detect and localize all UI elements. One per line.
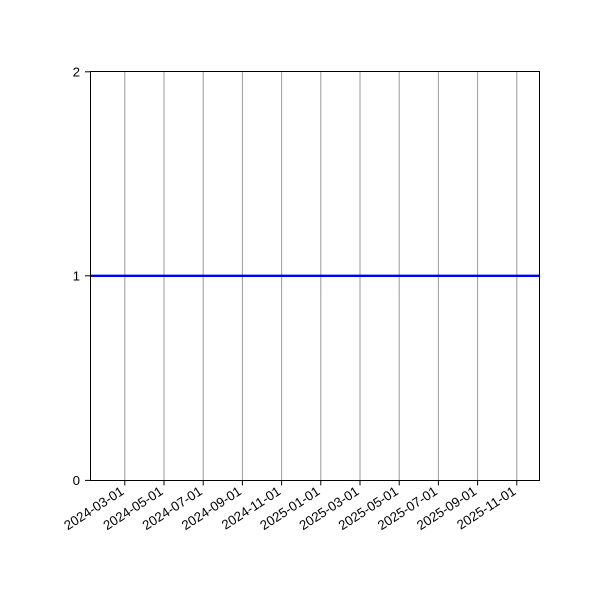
svg-text:1: 1 bbox=[73, 268, 80, 283]
svg-text:2: 2 bbox=[73, 64, 80, 79]
svg-text:0: 0 bbox=[73, 473, 80, 488]
